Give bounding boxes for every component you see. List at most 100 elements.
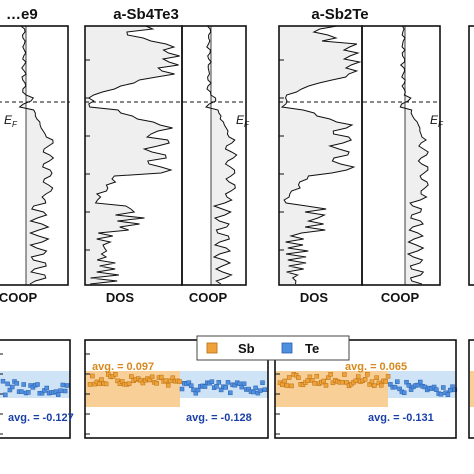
sb-marker	[376, 380, 382, 386]
te-marker	[214, 384, 219, 389]
sb-marker	[314, 373, 320, 379]
te-marker	[7, 387, 13, 393]
te-marker	[62, 388, 68, 394]
te-marker	[53, 389, 59, 394]
legend-marker-sb	[206, 342, 218, 354]
sb-marker	[129, 374, 134, 379]
sb-marker	[284, 383, 290, 388]
sb-marker	[147, 377, 153, 383]
coop-frame-3	[361, 25, 441, 286]
dos-coop-plots	[0, 25, 474, 286]
sb-marker	[126, 381, 132, 387]
te-marker	[392, 384, 398, 390]
te-marker	[431, 384, 437, 390]
te-marker	[232, 382, 238, 388]
panel-title-2: a-Sb4Te3	[113, 6, 179, 23]
coop-2-fill	[206, 26, 237, 285]
avg-te-1: avg. = -0.127	[8, 412, 74, 424]
bp-panel-3-sb-region	[275, 371, 388, 407]
sb-marker	[312, 381, 317, 386]
te-marker	[42, 388, 47, 393]
coop-frame-1	[0, 25, 69, 286]
sb-marker	[163, 378, 169, 383]
panel-title-3: a-Sb2Te	[311, 6, 368, 23]
te-marker	[237, 381, 242, 387]
te-marker	[253, 385, 258, 391]
sb-marker	[90, 373, 95, 379]
sb-marker	[289, 383, 294, 389]
sb-marker	[367, 382, 372, 387]
te-marker	[445, 392, 451, 397]
te-marker	[239, 384, 245, 390]
te-marker	[406, 383, 412, 388]
te-marker	[3, 392, 8, 398]
coop-frame-2	[181, 25, 247, 286]
legend-marker-te	[281, 342, 293, 354]
sb-marker	[96, 381, 102, 387]
legend-label-sb: Sb	[238, 341, 255, 356]
bp-panel-3-frame	[274, 339, 457, 439]
sb-marker	[296, 375, 301, 380]
te-marker	[191, 387, 196, 393]
te-marker	[55, 392, 61, 397]
te-marker	[188, 383, 194, 388]
te-marker	[9, 384, 15, 390]
dos-frame-4-partial	[468, 25, 474, 286]
te-marker	[14, 381, 20, 386]
te-marker	[255, 390, 261, 396]
avg-te-3: avg. = -0.131	[368, 412, 434, 424]
coop-2-curve	[205, 25, 238, 285]
coop-3-fill	[400, 26, 429, 285]
bond-population-plots	[0, 339, 474, 439]
sb-marker	[99, 377, 104, 382]
te-marker	[179, 386, 185, 392]
sb-marker	[307, 374, 313, 380]
xlabel-dos-2: DOS	[106, 290, 135, 305]
te-marker	[5, 381, 10, 387]
sb-marker	[293, 372, 299, 378]
sb-marker	[369, 379, 375, 385]
te-marker	[21, 382, 26, 387]
te-marker	[262, 387, 268, 392]
fermi-label-2: EF	[236, 113, 250, 129]
sb-marker	[168, 378, 173, 384]
sb-marker	[280, 382, 285, 387]
sb-marker	[383, 379, 389, 384]
te-marker	[60, 382, 66, 388]
te-marker	[395, 379, 400, 384]
bp-panel-1-frame	[0, 339, 71, 439]
sb-marker	[106, 372, 111, 377]
xlabel-coop-3: COOP	[381, 290, 420, 305]
sb-marker	[309, 378, 315, 383]
sb-marker	[362, 377, 368, 382]
sb-marker	[365, 372, 370, 377]
sb-marker	[87, 382, 93, 387]
dos-3-curve	[280, 25, 362, 285]
te-marker	[257, 388, 263, 393]
coop-1-curve	[18, 25, 55, 285]
te-marker	[209, 379, 215, 384]
sb-marker	[103, 381, 109, 387]
xlabel-dos-3: DOS	[300, 290, 329, 305]
te-marker	[404, 379, 409, 385]
sb-marker	[115, 378, 120, 384]
te-marker	[251, 389, 256, 395]
coop-3-curve	[399, 25, 429, 285]
sb-marker	[385, 374, 391, 379]
fermi-label-3: EF	[430, 113, 444, 129]
sb-marker	[154, 381, 159, 386]
te-marker	[434, 387, 439, 392]
sb-marker	[378, 383, 384, 388]
sb-marker	[323, 383, 329, 388]
te-marker	[225, 380, 231, 385]
sb-marker	[282, 378, 287, 384]
avg-sb-2: avg. = 0.097	[92, 361, 154, 373]
te-marker	[65, 383, 70, 388]
te-marker	[223, 385, 228, 390]
te-marker	[193, 390, 199, 396]
te-marker	[195, 387, 201, 393]
dos-3-fill	[279, 26, 360, 285]
legend: Sb Te	[196, 335, 350, 361]
legend-label-te: Te	[305, 341, 319, 356]
bp-panel-4-partial	[468, 339, 474, 439]
